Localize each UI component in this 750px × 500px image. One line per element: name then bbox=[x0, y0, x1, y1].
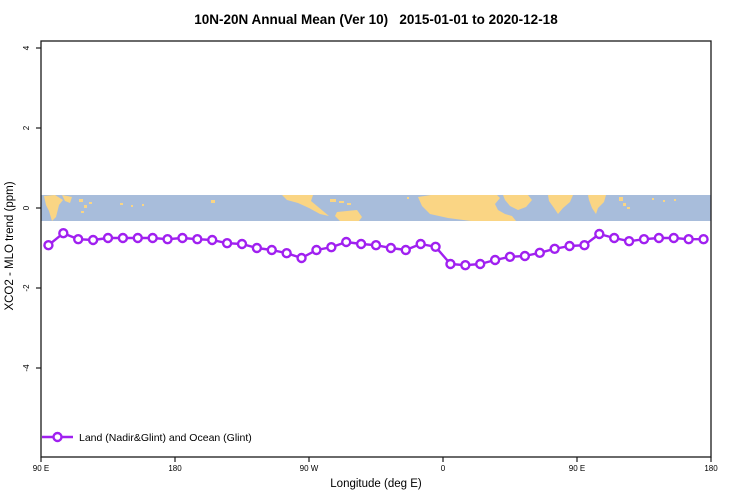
data-point bbox=[266, 244, 277, 256]
land-shape bbox=[588, 195, 606, 214]
map-band bbox=[41, 195, 711, 221]
data-point bbox=[147, 232, 158, 244]
land-island bbox=[674, 199, 676, 201]
data-point bbox=[117, 232, 129, 244]
data-point bbox=[638, 233, 650, 245]
x-tick-label: 90 E bbox=[569, 464, 585, 473]
land-island bbox=[407, 197, 409, 199]
legend-label: Land (Nadir&Glint) and Ocean (Glint) bbox=[79, 432, 252, 444]
land-island bbox=[89, 202, 92, 204]
data-point bbox=[549, 243, 560, 255]
data-point bbox=[385, 242, 397, 254]
y-tick-label: 0 bbox=[22, 205, 31, 210]
data-point bbox=[579, 239, 590, 251]
data-point bbox=[594, 228, 605, 240]
land-island bbox=[142, 204, 144, 206]
data-point bbox=[132, 232, 143, 244]
data-point bbox=[489, 254, 501, 266]
land-shape bbox=[418, 195, 516, 221]
data-point bbox=[564, 240, 575, 252]
x-tick-label: 90 W bbox=[300, 464, 319, 473]
y-tick-label: 2 bbox=[22, 125, 31, 130]
land-island bbox=[627, 207, 630, 209]
land-island bbox=[211, 200, 215, 203]
data-point bbox=[43, 239, 54, 251]
data-series bbox=[43, 227, 709, 271]
data-point bbox=[281, 247, 292, 259]
data-point bbox=[370, 239, 382, 251]
data-point bbox=[326, 241, 337, 253]
data-point bbox=[296, 252, 307, 264]
y-tick-label: -4 bbox=[22, 364, 31, 372]
data-point bbox=[58, 227, 69, 239]
y-axis-title: XCO2 - MLO trend (ppm) bbox=[4, 181, 16, 310]
x-tick-label: 0 bbox=[441, 464, 446, 473]
chart-title: 10N-20N Annual Mean (Ver 10) 2015-01-01 … bbox=[194, 12, 558, 27]
legend: Land (Nadir&Glint) and Ocean (Glint) bbox=[42, 431, 252, 444]
y-tick-label: 4 bbox=[22, 45, 31, 50]
x-axis-title: Longitude (deg E) bbox=[330, 478, 422, 490]
data-point bbox=[534, 247, 545, 259]
land-shape bbox=[548, 195, 573, 214]
land-island bbox=[330, 199, 336, 202]
land-island bbox=[663, 200, 665, 202]
data-point bbox=[415, 238, 426, 250]
land-shape bbox=[44, 195, 63, 221]
data-point bbox=[221, 237, 233, 249]
land-island bbox=[347, 203, 351, 205]
data-point bbox=[623, 235, 635, 247]
ocean-strip bbox=[41, 195, 711, 221]
data-point bbox=[504, 251, 516, 262]
land-island bbox=[81, 211, 84, 213]
land-shape bbox=[62, 195, 72, 203]
y-tick-label: -2 bbox=[22, 284, 31, 292]
x-tick-label: 90 E bbox=[33, 464, 49, 473]
data-point bbox=[430, 241, 441, 253]
data-point bbox=[251, 242, 263, 254]
x-tick-label: 180 bbox=[704, 464, 718, 473]
land-island bbox=[619, 197, 623, 201]
data-point bbox=[207, 234, 218, 246]
data-point bbox=[87, 234, 99, 246]
plot-border bbox=[40, 40, 712, 458]
map-band-strip bbox=[41, 195, 711, 221]
data-point bbox=[698, 233, 709, 245]
data-point bbox=[162, 233, 173, 245]
data-point bbox=[609, 232, 620, 244]
data-point bbox=[519, 250, 531, 262]
legend-marker-sample bbox=[52, 431, 63, 443]
x-tick-label: 180 bbox=[168, 464, 182, 473]
data-point bbox=[341, 236, 352, 248]
data-point bbox=[311, 244, 322, 256]
data-point bbox=[460, 260, 471, 271]
land-island bbox=[120, 203, 123, 205]
land-island bbox=[131, 205, 133, 207]
land-island bbox=[623, 203, 626, 206]
land-shape bbox=[282, 195, 329, 216]
land-island bbox=[652, 198, 654, 200]
data-point bbox=[177, 232, 188, 244]
data-point bbox=[102, 232, 114, 244]
land-island bbox=[79, 199, 83, 202]
data-point bbox=[653, 232, 665, 244]
land-shape bbox=[335, 210, 362, 221]
data-point bbox=[355, 238, 367, 250]
data-point bbox=[236, 238, 248, 250]
data-point bbox=[475, 258, 486, 270]
land-island bbox=[339, 201, 344, 203]
data-point bbox=[192, 233, 203, 245]
land-island bbox=[84, 205, 87, 208]
data-point bbox=[445, 258, 456, 270]
axes: 90 E 180 90 W 0 90 E 180 4 2 0 -2 -4 bbox=[22, 40, 718, 473]
data-point bbox=[400, 244, 411, 256]
data-point bbox=[683, 233, 694, 245]
data-point bbox=[73, 233, 84, 245]
data-point bbox=[668, 232, 679, 244]
land-shape bbox=[503, 195, 532, 210]
